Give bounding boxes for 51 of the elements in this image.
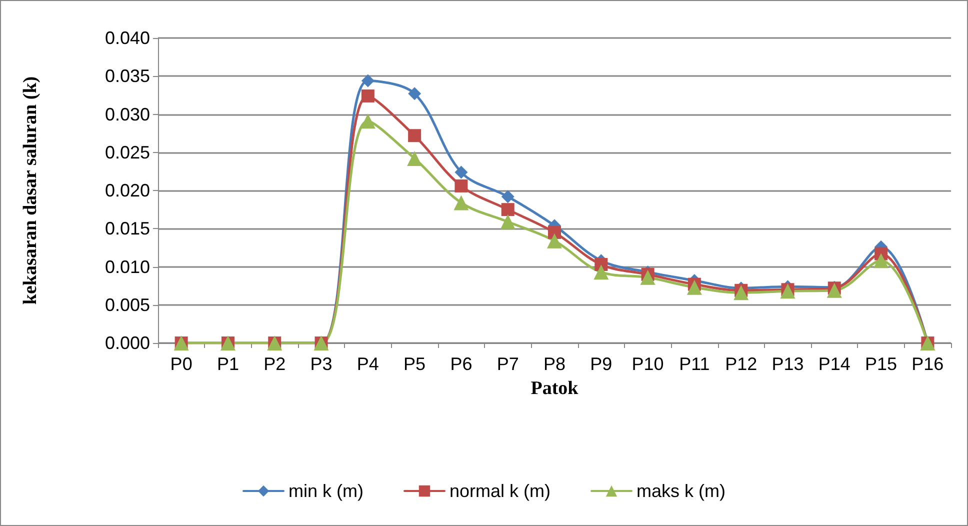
point xyxy=(361,89,374,102)
x-tick-label: P9 xyxy=(590,354,612,374)
x-tick-label: P0 xyxy=(170,354,192,374)
point xyxy=(407,150,422,166)
y-tick-label: 0.025 xyxy=(104,142,150,162)
point xyxy=(454,179,468,192)
x-tick-label: P13 xyxy=(772,354,804,374)
legend-label: maks k (m) xyxy=(636,481,726,501)
x-tick-label: P3 xyxy=(310,354,332,374)
y-tick-label: 0.005 xyxy=(104,294,150,315)
x-tick-label: P14 xyxy=(818,354,850,374)
x-tick-label: P7 xyxy=(496,354,519,374)
x-tick-label: P6 xyxy=(450,354,472,374)
point xyxy=(686,280,702,295)
point xyxy=(454,166,468,179)
x-tick-label: P2 xyxy=(264,354,286,374)
x-tick-label: P5 xyxy=(404,354,426,374)
point xyxy=(500,214,516,230)
point xyxy=(734,285,749,300)
point xyxy=(547,233,562,248)
y-tick-label: 0.030 xyxy=(104,104,150,124)
y-tick-label: 0.020 xyxy=(104,180,150,200)
point xyxy=(874,253,889,268)
y-tick-label: 0.010 xyxy=(104,256,150,277)
x-tick-label: P8 xyxy=(543,354,566,374)
x-tick-label: P15 xyxy=(865,354,898,374)
x-tick-label: P4 xyxy=(356,354,379,374)
x-tick-label: P1 xyxy=(216,354,239,374)
point xyxy=(826,282,842,298)
point xyxy=(640,270,656,285)
point xyxy=(501,190,514,204)
x-tick-label: P12 xyxy=(725,354,758,374)
point xyxy=(408,129,422,142)
y-tick-label: 0.040 xyxy=(104,28,150,48)
legend-label: normal k (m) xyxy=(450,481,551,501)
y-axis-title: kekasaran dasar saluran (k) xyxy=(20,76,41,305)
y-tick-label: 0.035 xyxy=(104,66,150,86)
point xyxy=(408,87,422,100)
point xyxy=(361,74,374,88)
point xyxy=(454,195,469,210)
x-tick-label: P16 xyxy=(912,354,944,374)
x-tick-label: P11 xyxy=(679,354,710,374)
x-axis-title: Patok xyxy=(530,378,579,399)
point xyxy=(548,226,561,239)
y-tick-label: 0.000 xyxy=(104,333,150,353)
legend-label: min k (m) xyxy=(288,481,364,501)
point xyxy=(360,114,376,129)
point xyxy=(501,203,514,216)
point xyxy=(594,264,609,280)
y-tick-label: 0.015 xyxy=(104,218,150,239)
x-tick-label: P10 xyxy=(632,354,664,374)
